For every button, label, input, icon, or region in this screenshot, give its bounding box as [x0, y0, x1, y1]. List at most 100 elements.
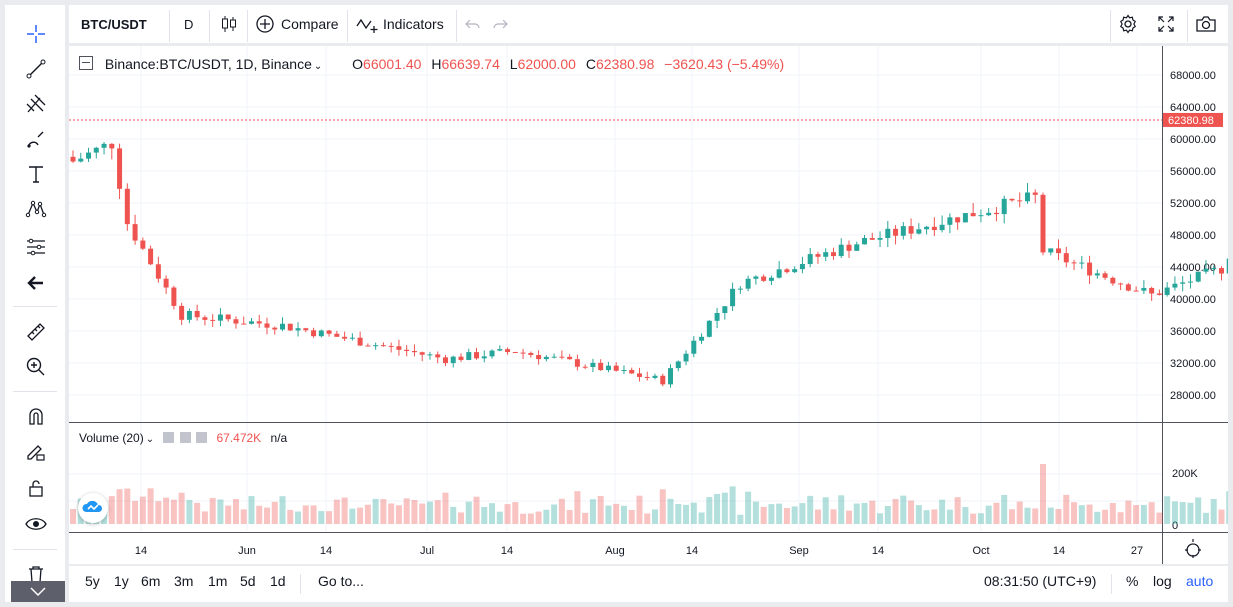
- range-1m[interactable]: 1m: [208, 573, 228, 589]
- volume-bar: [426, 501, 433, 524]
- settings-button[interactable]: [1118, 5, 1138, 43]
- toolbar-divider: [247, 10, 248, 42]
- chart-pane[interactable]: 68000.00 64000.00 60000.00 56000.00 52000.00…: [69, 46, 1233, 564]
- chevron-down-icon[interactable]: ⌄: [145, 434, 155, 445]
- log-toggle[interactable]: log: [1153, 573, 1172, 589]
- candle-body: [908, 226, 914, 234]
- volume-bar: [799, 503, 806, 524]
- range-5d[interactable]: 5d: [240, 573, 256, 589]
- volume-bar: [295, 511, 302, 524]
- symbol-search-button[interactable]: BTC/USDT: [81, 16, 147, 32]
- clock-timezone[interactable]: 08:31:50 (UTC+9): [984, 573, 1097, 589]
- trend-line-icon[interactable]: [23, 56, 49, 82]
- volume-bar: [791, 506, 798, 524]
- range-1d[interactable]: 1d: [270, 573, 286, 589]
- candle-body: [303, 328, 309, 331]
- volume-bar: [178, 492, 185, 524]
- volume-bar: [613, 503, 620, 524]
- volume-bar: [551, 504, 558, 524]
- toolbar-divider: [456, 10, 457, 42]
- volume-bar: [318, 511, 325, 524]
- volume-bar: [977, 513, 984, 524]
- brush-icon[interactable]: [23, 126, 49, 152]
- collapse-legend-icon[interactable]: [79, 56, 93, 70]
- candle-body: [559, 356, 565, 358]
- candle-body: [1180, 282, 1186, 284]
- candle-body: [512, 352, 518, 354]
- candle-body: [1040, 194, 1046, 253]
- unlock-icon[interactable]: [23, 475, 49, 501]
- magnet-icon[interactable]: [23, 403, 49, 429]
- legend-title[interactable]: Binance:BTC/USDT, 1D, Binance: [104, 56, 312, 72]
- volume-tick-label: 200K: [1172, 468, 1198, 480]
- volume-bar: [652, 509, 658, 524]
- range-1y[interactable]: 1y: [114, 573, 129, 589]
- ruler-icon[interactable]: [23, 319, 49, 345]
- collapse-toolbar-button[interactable]: [11, 581, 65, 602]
- time-tick-label: Sep: [789, 545, 809, 557]
- candle-body: [489, 350, 495, 357]
- eye-icon[interactable]: [23, 511, 49, 537]
- candle-body: [1187, 281, 1193, 283]
- range-3m[interactable]: 3m: [174, 573, 194, 589]
- redo-button[interactable]: [491, 5, 509, 43]
- price-chart[interactable]: 68000.00 64000.00 60000.00 56000.00 52000.00…: [69, 46, 1233, 564]
- candle-body: [730, 288, 736, 307]
- candle-body: [1133, 290, 1139, 292]
- crosshair-icon[interactable]: [23, 21, 49, 47]
- price-tick-label: 36000.00: [1170, 326, 1216, 338]
- volume-bar: [683, 504, 690, 524]
- candle-body: [970, 213, 976, 217]
- hide-icon[interactable]: [163, 432, 175, 443]
- candle-body: [70, 156, 76, 162]
- indicators-button[interactable]: Indicators: [355, 5, 444, 43]
- settings-small-icon[interactable]: [179, 432, 191, 443]
- interval-button[interactable]: D: [184, 16, 194, 32]
- pitchfork-icon[interactable]: [23, 91, 49, 117]
- auto-toggle[interactable]: auto: [1186, 573, 1214, 589]
- volume-bar: [201, 511, 208, 524]
- candle-body: [947, 217, 953, 225]
- volume-bar: [139, 496, 146, 524]
- goto-button[interactable]: Go to...: [318, 573, 364, 589]
- fullscreen-button[interactable]: [1156, 5, 1176, 43]
- price-tick-label: 68000.00: [1170, 70, 1216, 82]
- candle-body: [179, 305, 185, 320]
- toolbar-divider: [169, 10, 170, 42]
- candle-body: [1211, 268, 1217, 270]
- prediction-icon[interactable]: [23, 234, 49, 260]
- volume-bar: [1047, 507, 1054, 524]
- candle-body: [792, 269, 798, 273]
- compare-button[interactable]: Compare: [255, 5, 339, 43]
- remove-icon[interactable]: [196, 432, 208, 443]
- percent-toggle[interactable]: %: [1126, 573, 1139, 589]
- top-toolbar: BTC/USDT D Compare Indicators: [69, 5, 1228, 43]
- text-tool-icon[interactable]: [23, 161, 49, 187]
- undo-button[interactable]: [464, 5, 482, 43]
- back-arrow-icon[interactable]: [23, 270, 49, 296]
- candle-body: [846, 244, 852, 251]
- volume-bar: [1102, 509, 1109, 524]
- tradingview-logo[interactable]: [78, 493, 108, 523]
- candle-body: [1226, 258, 1232, 274]
- volume-bar: [465, 501, 472, 524]
- volume-bar: [861, 502, 868, 524]
- candle-body: [978, 215, 984, 217]
- volume-bar: [419, 503, 426, 524]
- volume-bar: [271, 501, 278, 524]
- candles-icon: [222, 16, 236, 32]
- snapshot-button[interactable]: [1195, 5, 1217, 43]
- pattern-icon[interactable]: [23, 196, 49, 222]
- lock-pencil-icon[interactable]: [23, 439, 49, 465]
- volume-title[interactable]: Volume (20): [79, 431, 144, 445]
- volume-bar: [1164, 496, 1171, 524]
- chevron-down-icon[interactable]: ⌄: [313, 61, 323, 72]
- volume-bar: [807, 495, 814, 524]
- range-6m[interactable]: 6m: [141, 573, 161, 589]
- range-5y[interactable]: 5y: [85, 573, 100, 589]
- zoom-in-icon[interactable]: [23, 354, 49, 380]
- chart-type-button[interactable]: [219, 5, 239, 43]
- open-label: O: [352, 56, 364, 72]
- candle-body: [931, 226, 937, 231]
